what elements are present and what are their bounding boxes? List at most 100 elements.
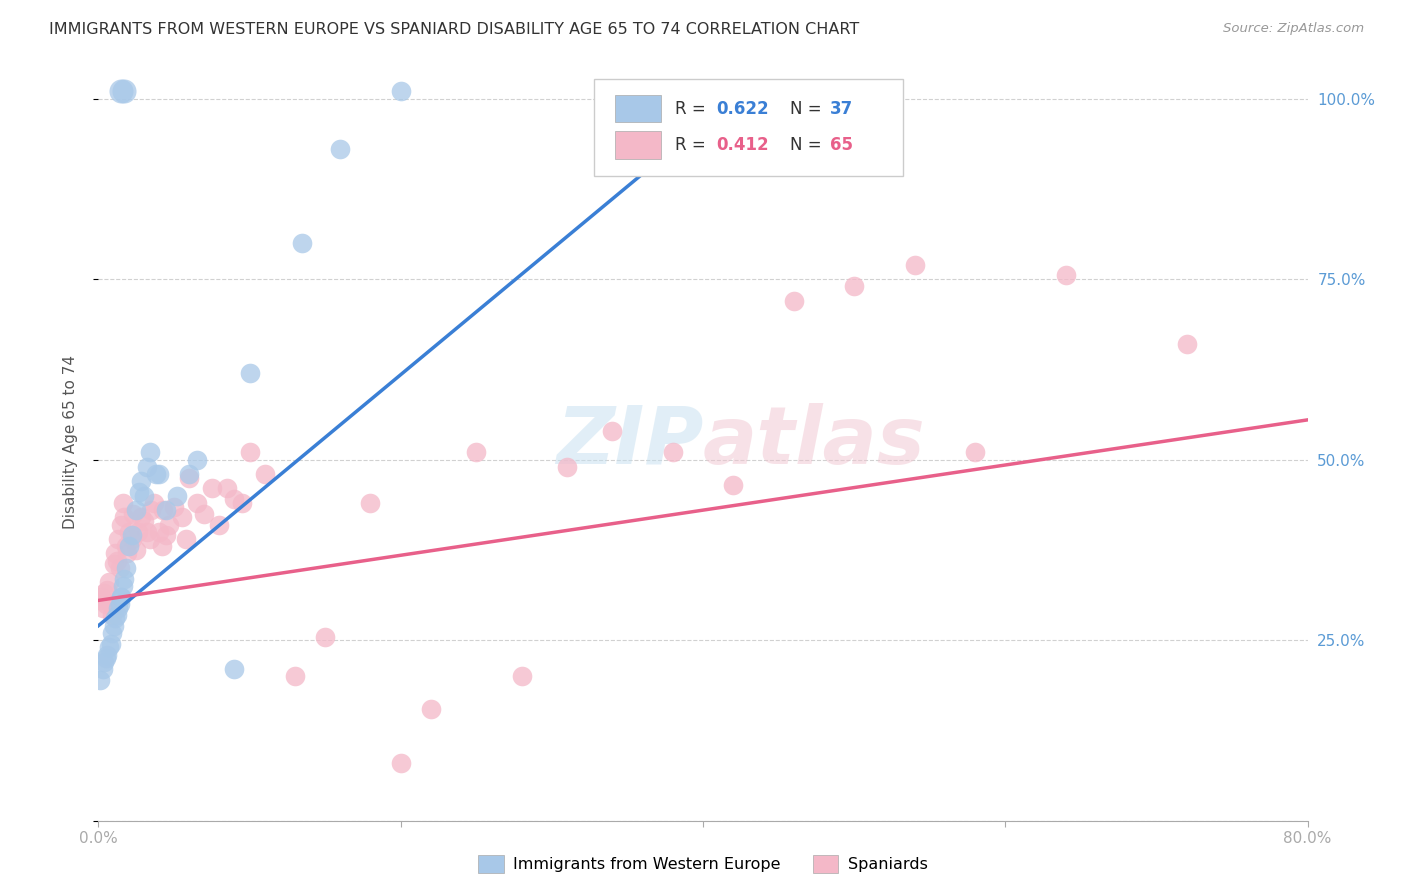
Point bbox=[193, 507, 215, 521]
Point bbox=[91, 662, 114, 676]
Point bbox=[174, 532, 197, 546]
Text: IMMIGRANTS FROM WESTERN EUROPE VS SPANIARD DISABILITY AGE 65 TO 74 CORRELATION C: IMMIGRANTS FROM WESTERN EUROPE VS SPANIA… bbox=[49, 22, 859, 37]
Point bbox=[132, 514, 155, 528]
Point bbox=[112, 84, 135, 98]
Point bbox=[98, 575, 121, 590]
Point bbox=[110, 84, 132, 98]
Point bbox=[1175, 337, 1198, 351]
Point bbox=[139, 445, 162, 459]
Point bbox=[510, 669, 533, 683]
Point bbox=[602, 424, 624, 438]
Point bbox=[555, 459, 578, 474]
Text: atlas: atlas bbox=[703, 402, 925, 481]
Point bbox=[783, 293, 806, 308]
Point bbox=[224, 662, 246, 676]
Point bbox=[145, 467, 167, 481]
Point bbox=[166, 489, 188, 503]
Point bbox=[148, 467, 170, 481]
Point bbox=[465, 445, 488, 459]
Point bbox=[89, 673, 111, 687]
Point bbox=[389, 756, 412, 770]
Point bbox=[253, 467, 276, 481]
Point bbox=[420, 702, 443, 716]
Point bbox=[360, 496, 382, 510]
Point bbox=[103, 558, 125, 572]
Point bbox=[231, 496, 253, 510]
Point bbox=[110, 590, 132, 604]
Point bbox=[107, 532, 129, 546]
Point bbox=[93, 586, 115, 600]
Point bbox=[125, 542, 148, 557]
Point bbox=[112, 510, 135, 524]
Point bbox=[94, 597, 117, 611]
Point bbox=[105, 607, 128, 622]
Point bbox=[105, 554, 128, 568]
Text: 0.622: 0.622 bbox=[716, 100, 769, 118]
Legend: Immigrants from Western Europe, Spaniards: Immigrants from Western Europe, Spaniard… bbox=[472, 848, 934, 880]
Point bbox=[129, 510, 152, 524]
Text: N =: N = bbox=[790, 136, 827, 154]
Point bbox=[111, 496, 134, 510]
Point bbox=[186, 452, 208, 467]
Point bbox=[110, 517, 132, 532]
Point bbox=[141, 503, 163, 517]
Point bbox=[170, 510, 193, 524]
Point bbox=[284, 669, 307, 683]
Point bbox=[152, 503, 174, 517]
Point bbox=[112, 572, 135, 586]
Point bbox=[723, 478, 745, 492]
Point bbox=[93, 655, 115, 669]
Point bbox=[110, 590, 132, 604]
Point bbox=[100, 637, 122, 651]
Point bbox=[389, 84, 412, 98]
Y-axis label: Disability Age 65 to 74: Disability Age 65 to 74 bbox=[63, 354, 77, 529]
FancyBboxPatch shape bbox=[614, 131, 661, 159]
Point bbox=[150, 539, 173, 553]
Text: ZIP: ZIP bbox=[555, 402, 703, 481]
Point bbox=[118, 539, 141, 553]
Point bbox=[121, 528, 143, 542]
Point bbox=[163, 500, 186, 514]
Point bbox=[91, 600, 114, 615]
Point bbox=[291, 235, 314, 250]
Point bbox=[103, 618, 125, 632]
Point bbox=[98, 640, 121, 655]
Point bbox=[111, 579, 134, 593]
Text: 0.412: 0.412 bbox=[716, 136, 769, 154]
Point bbox=[224, 492, 246, 507]
Point bbox=[108, 597, 131, 611]
Text: R =: R = bbox=[675, 136, 711, 154]
Point bbox=[128, 485, 150, 500]
Point bbox=[135, 459, 157, 474]
Point bbox=[127, 524, 149, 539]
Point bbox=[148, 524, 170, 539]
Text: N =: N = bbox=[790, 100, 827, 118]
Point bbox=[143, 496, 166, 510]
Point bbox=[179, 467, 201, 481]
Point bbox=[139, 532, 162, 546]
Point bbox=[208, 517, 231, 532]
Point bbox=[96, 582, 118, 597]
Point bbox=[904, 258, 927, 272]
Point bbox=[118, 524, 141, 539]
Point bbox=[104, 611, 127, 625]
Point bbox=[107, 600, 129, 615]
Point bbox=[101, 626, 124, 640]
Point bbox=[90, 590, 112, 604]
Point bbox=[215, 482, 238, 496]
Point bbox=[239, 366, 262, 380]
Point bbox=[104, 546, 127, 560]
Point bbox=[114, 561, 136, 575]
Point bbox=[314, 630, 336, 644]
Point bbox=[186, 496, 208, 510]
Point bbox=[108, 561, 131, 575]
Point bbox=[89, 593, 111, 607]
Point bbox=[121, 532, 143, 546]
Point bbox=[115, 546, 138, 560]
Point bbox=[125, 503, 148, 517]
Point bbox=[155, 528, 177, 542]
Text: 65: 65 bbox=[830, 136, 853, 154]
Point bbox=[132, 489, 155, 503]
Point bbox=[94, 651, 117, 665]
Point bbox=[844, 279, 866, 293]
